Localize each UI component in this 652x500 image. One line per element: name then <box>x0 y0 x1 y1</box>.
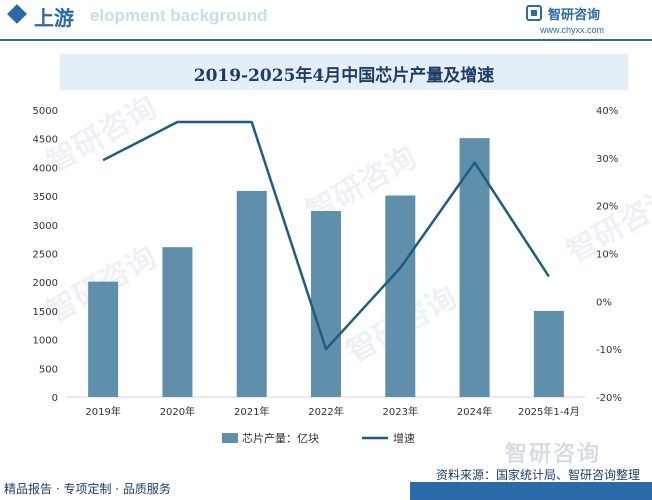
legend-bar-swatch <box>222 433 238 443</box>
left-axis-tick-label: 500 <box>39 364 58 375</box>
left-axis-tick-label: 5000 <box>33 106 58 117</box>
x-axis-tick-label: 2021年 <box>234 405 269 418</box>
x-axis-tick-label: 2020年 <box>160 405 195 418</box>
footer-brand: 智研咨询 <box>505 442 602 467</box>
footer: 智研咨询 精品报告 · 专项定制 · 品质服务 资料来源：国家统计局、智研咨询整… <box>0 442 652 500</box>
right-axis-tick-label: 0% <box>596 297 612 308</box>
left-axis-tick-label: 4000 <box>33 163 58 174</box>
header: 上游 elopment background 智研咨询 www.chyxx.co… <box>0 0 652 41</box>
bar <box>236 190 267 397</box>
header-watermark-text: elopment background <box>90 6 268 25</box>
header-title: 上游 <box>34 6 74 30</box>
right-axis-tick-label: -20% <box>596 393 622 404</box>
bar <box>162 247 193 397</box>
bar <box>385 195 416 397</box>
x-axis-tick-label: 2019年 <box>85 405 120 418</box>
brand-logo-icon <box>526 5 542 21</box>
brand: 智研咨询 www.chyxx.com <box>526 3 636 39</box>
bar <box>459 138 490 397</box>
brand-url: www.chyxx.com <box>540 25 605 35</box>
legend-bar-label: 芯片产量：亿块 <box>242 431 319 445</box>
footer-tagline: 精品报告 · 专项定制 · 品质服务 <box>4 482 171 496</box>
bar <box>311 211 341 397</box>
x-axis-tick-label: 2022年 <box>308 405 343 418</box>
left-axis-tick-label: 2000 <box>33 278 58 289</box>
left-axis-tick-label: 4500 <box>33 135 58 146</box>
bar <box>88 281 119 397</box>
x-axis-tick-label: 2024年 <box>457 405 492 418</box>
left-axis-tick-label: 2500 <box>33 250 58 261</box>
right-axis-tick-label: 10% <box>596 250 618 261</box>
header-divider <box>0 39 652 41</box>
chart-title: 2019-2025年4月中国芯片产量及增速 <box>193 66 495 86</box>
right-axis-tick-label: 30% <box>596 154 618 165</box>
chart-title-band: 2019-2025年4月中国芯片产量及增速 <box>60 54 628 90</box>
left-axis-tick-label: 0 <box>52 393 58 404</box>
brand-name: 智研咨询 <box>548 8 601 23</box>
left-axis-tick-label: 1000 <box>33 336 58 347</box>
legend-line-label: 增速 <box>393 431 415 445</box>
footer-bar <box>410 482 652 500</box>
bar <box>533 310 564 397</box>
x-axis-tick-label: 2025年1-4月 <box>518 405 580 418</box>
left-axis-tick-label: 3000 <box>33 221 58 232</box>
right-axis-tick-label: 20% <box>596 202 618 213</box>
left-axis-tick-label: 3500 <box>33 192 58 203</box>
x-axis-tick-label: 2023年 <box>383 405 418 418</box>
footer-source: 资料来源：国家统计局、智研咨询整理 <box>435 468 640 482</box>
right-axis-tick-label: -10% <box>596 345 622 356</box>
right-axis-tick-label: 40% <box>596 106 618 117</box>
left-axis-tick-label: 1500 <box>33 307 58 318</box>
